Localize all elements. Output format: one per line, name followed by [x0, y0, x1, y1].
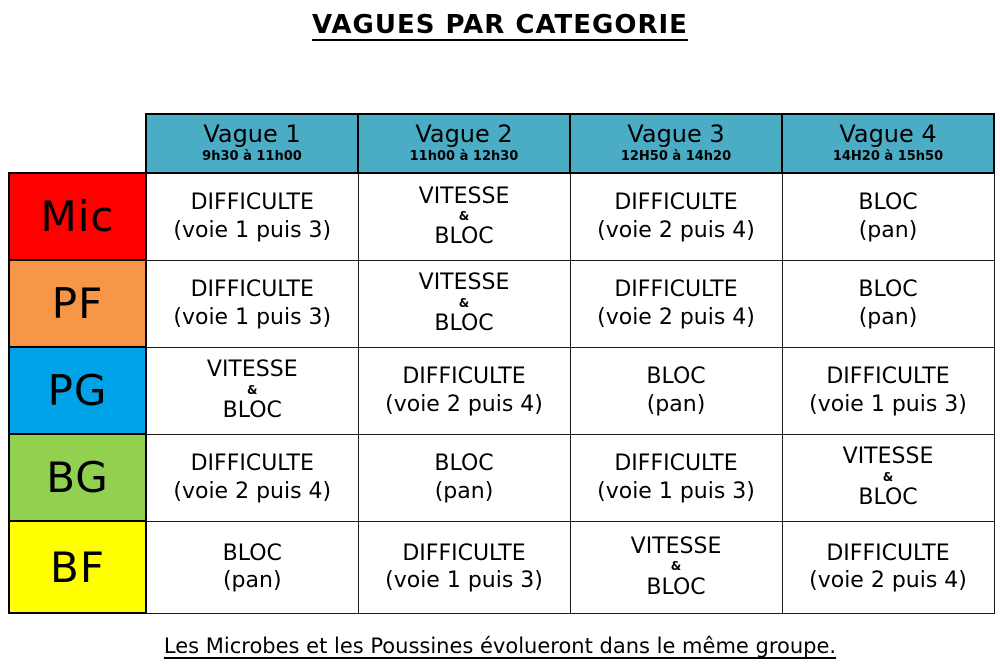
corner-cell — [9, 114, 146, 173]
activity-line: DIFFICULTE — [614, 451, 738, 476]
activity-line: VITESSE — [630, 533, 722, 559]
wave-label: Vague 3 — [627, 120, 725, 149]
activity-line: DIFFICULTE — [614, 277, 738, 302]
category-cell-pg: PG — [8, 346, 147, 435]
activity-cell: DIFFICULTE (voie 1 puis 3) — [569, 433, 783, 522]
schedule-table: Vague 1 9h30 à 11h00 Vague 2 11h00 à 12h30 V… — [8, 113, 995, 614]
wave-header-2: Vague 2 11h00 à 12h30 — [357, 113, 571, 174]
header-row: Vague 1 9h30 à 11h00 Vague 2 11h00 à 12h30 V… — [9, 113, 995, 174]
category-cell-pf: PF — [8, 259, 147, 348]
activity-line: VITESSE — [418, 270, 510, 296]
activity-line: (voie 1 puis 3) — [173, 217, 332, 243]
activity-line: BLOC — [858, 277, 918, 302]
activity-cell: DIFFICULTE (voie 2 puis 4) — [145, 433, 359, 522]
activity-line: (voie 2 puis 4) — [173, 478, 332, 504]
activity-line: (pan) — [434, 478, 494, 504]
activity-cell: DIFFICULTE (voie 2 puis 4) — [569, 172, 783, 261]
activity-line: (voie 2 puis 4) — [385, 391, 543, 417]
activity-line: BLOC — [434, 311, 494, 337]
activity-cell: VITESSE & BLOC — [357, 259, 571, 348]
activity-cell: BLOC (pan) — [145, 520, 359, 614]
ampersand: & — [247, 382, 258, 397]
activity-cell: BLOC (pan) — [569, 346, 783, 435]
activity-line: DIFFICULTE — [826, 364, 950, 389]
activity-line: (voie 2 puis 4) — [809, 568, 967, 593]
activity-line: (voie 2 puis 4) — [597, 217, 755, 243]
footer-note: Les Microbes et les Poussines évolueront… — [163, 634, 837, 658]
activity-line: DIFFICULTE — [402, 364, 526, 389]
activity-line: VITESSE — [842, 444, 934, 470]
activity-line: (voie 1 puis 3) — [809, 391, 967, 417]
activity-cell: DIFFICULTE (voie 2 puis 4) — [569, 259, 783, 348]
ampersand: & — [670, 559, 682, 574]
activity-line: BLOC — [646, 574, 706, 600]
activity-line: BLOC — [222, 398, 282, 424]
category-row-pg: PG VITESSE & BLOC DIFFICULTE (voie 2 puis 4) B… — [8, 346, 995, 435]
activity-line: DIFFICULTE — [826, 540, 950, 566]
category-row-mic: Mic DIFFICULTE (voie 1 puis 3) VITESSE & BLOC… — [8, 172, 995, 261]
activity-cell: BLOC (pan) — [357, 433, 571, 522]
activity-line: (voie 1 puis 3) — [597, 478, 755, 504]
activity-line: (voie 1 puis 3) — [385, 568, 543, 593]
activity-line: BLOC — [646, 364, 706, 389]
category-cell-bf: BF — [8, 520, 147, 614]
activity-line: VITESSE — [418, 183, 510, 209]
activity-line: (pan) — [222, 568, 282, 593]
activity-cell: VITESSE & BLOC — [357, 172, 571, 261]
wave-label: Vague 4 — [839, 120, 937, 149]
wave-header-4: Vague 4 14H20 à 15h50 — [781, 113, 995, 174]
wave-time: 9h30 à 11h00 — [202, 149, 302, 165]
activity-line: BLOC — [434, 224, 494, 250]
activity-line: (voie 1 puis 3) — [173, 304, 332, 330]
activity-line: (pan) — [858, 304, 918, 330]
ampersand: & — [882, 469, 894, 484]
activity-cell: DIFFICULTE (voie 2 puis 4) — [781, 520, 995, 614]
ampersand: & — [458, 295, 470, 310]
wave-header-1: Vague 1 9h30 à 11h00 — [145, 113, 359, 174]
activity-line: BLOC — [222, 540, 282, 566]
activity-line: BLOC — [434, 451, 494, 476]
activity-cell: DIFFICULTE (voie 2 puis 4) — [357, 346, 571, 435]
ampersand: & — [458, 209, 470, 224]
category-row-bf: BF BLOC (pan) DIFFICULTE (voie 1 puis 3) VITE… — [8, 520, 995, 614]
activity-line: DIFFICULTE — [402, 540, 526, 566]
wave-time: 12H50 à 14h20 — [620, 149, 732, 165]
activity-line: (pan) — [858, 217, 918, 243]
wave-label: Vague 2 — [415, 120, 513, 149]
activity-line: BLOC — [858, 485, 918, 511]
wave-label: Vague 1 — [203, 120, 301, 149]
wave-header-3: Vague 3 12H50 à 14h20 — [569, 113, 783, 174]
activity-cell: DIFFICULTE (voie 1 puis 3) — [781, 346, 995, 435]
activity-cell: DIFFICULTE (voie 1 puis 3) — [145, 259, 359, 348]
activity-cell: DIFFICULTE (voie 1 puis 3) — [357, 520, 571, 614]
activity-line: VITESSE — [206, 357, 298, 383]
activity-line: DIFFICULTE — [190, 277, 314, 302]
activity-line: BLOC — [858, 190, 918, 216]
activity-cell: DIFFICULTE (voie 1 puis 3) — [145, 172, 359, 261]
activity-cell: BLOC (pan) — [781, 259, 995, 348]
page-title: VAGUES PAR CATEGORIE — [312, 10, 688, 40]
activity-cell: VITESSE & BLOC — [145, 346, 359, 435]
activity-line: DIFFICULTE — [190, 451, 314, 476]
wave-time: 14H20 à 15h50 — [832, 149, 944, 165]
activity-cell: BLOC (pan) — [781, 172, 995, 261]
activity-line: DIFFICULTE — [190, 190, 314, 216]
category-row-bg: BG DIFFICULTE (voie 2 puis 4) BLOC (pan) DIFF… — [8, 433, 995, 522]
activity-line: DIFFICULTE — [614, 190, 738, 216]
activity-line: (pan) — [646, 391, 706, 417]
activity-cell: VITESSE & BLOC — [781, 433, 995, 522]
category-row-pf: PF DIFFICULTE (voie 1 puis 3) VITESSE & BLOC D… — [8, 259, 995, 348]
table-body: Mic DIFFICULTE (voie 1 puis 3) VITESSE & BLOC… — [8, 172, 995, 614]
wave-time: 11h00 à 12h30 — [409, 149, 519, 165]
activity-line: (voie 2 puis 4) — [597, 304, 755, 330]
category-cell-mic: Mic — [8, 172, 147, 261]
category-cell-bg: BG — [8, 433, 147, 522]
activity-cell: VITESSE & BLOC — [569, 520, 783, 614]
